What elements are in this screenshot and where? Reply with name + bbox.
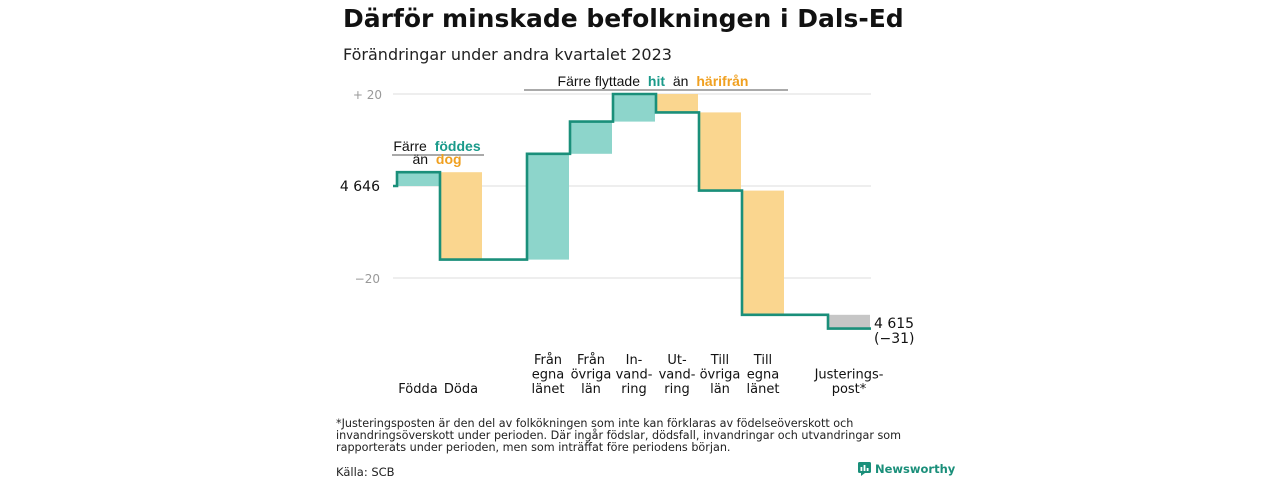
- waterfall-bar-8: [742, 190, 784, 315]
- chart-title: Därför minskade befolkningen i Dals-Ed: [343, 4, 904, 33]
- category-label: Från egna länet: [532, 353, 565, 397]
- births-highlight: föddes: [435, 138, 481, 154]
- y-tick-label: −20: [355, 272, 380, 286]
- svg-text:Färre föddes: Färre föddes: [393, 138, 480, 154]
- migration-annotation: Färre flyttade hit än härifrån: [524, 73, 788, 91]
- migration-highlight-harifran: härifrån: [696, 73, 748, 89]
- waterfall-bar-7: [699, 112, 741, 191]
- cumulative-step-line: [393, 92, 871, 330]
- category-label: Till övriga län: [700, 353, 741, 397]
- waterfall-bar-5: [613, 94, 655, 122]
- migration-prefix: Färre flyttade: [558, 73, 641, 89]
- deaths-prefix: än: [412, 151, 428, 167]
- births-annotation: Färre föddes än dog: [392, 138, 484, 167]
- footnote: *Justeringsposten är den del av folkökni…: [336, 417, 902, 454]
- category-label: Från övriga län: [571, 353, 612, 397]
- waterfall-bar-9: [828, 314, 870, 329]
- newsworthy-icon: [858, 462, 871, 476]
- y-tick-label: + 20: [353, 88, 382, 102]
- end-change-label: (−31): [874, 331, 914, 347]
- source-label: Källa: SCB: [336, 465, 395, 479]
- category-label: Födda: [398, 382, 437, 397]
- births-prefix: Färre: [393, 138, 427, 154]
- category-label: Justerings-post*: [814, 368, 884, 398]
- waterfall-bar-1: [397, 172, 439, 186]
- chart-subtitle: Förändringar under andra kvartalet 2023: [343, 45, 672, 64]
- svg-text:Färre flyttade hit: Färre flyttade hit än härifrån: [558, 73, 749, 89]
- migration-middle: än: [673, 73, 689, 89]
- svg-text:än dog: än dog: [412, 151, 461, 167]
- end-value-label: 4 615: [874, 316, 914, 332]
- deaths-highlight: dog: [436, 151, 462, 167]
- waterfall-bar-2: [440, 172, 482, 260]
- waterfall-bar-3: [527, 153, 569, 260]
- y-tick-label: 4 646: [340, 179, 380, 195]
- waterfall-bar-6: [656, 94, 698, 113]
- brand-name: Newsworthy: [875, 462, 956, 476]
- waterfall-bar-4: [570, 121, 612, 154]
- migration-highlight-hit: hit: [648, 73, 665, 89]
- category-label: Ut-vand-ring: [659, 353, 696, 397]
- category-label: In-vand-ring: [616, 353, 653, 397]
- category-label: Döda: [444, 382, 478, 397]
- category-label: Till egna länet: [747, 353, 780, 397]
- brand-logo: Newsworthy: [858, 462, 955, 476]
